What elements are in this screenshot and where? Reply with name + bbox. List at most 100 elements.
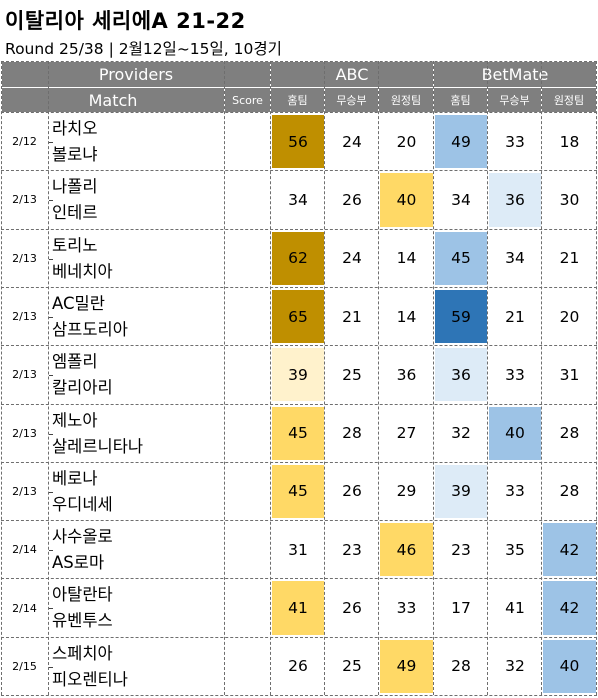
abc-draw-prob: 26 xyxy=(342,482,362,501)
abc-away-prob: 14 xyxy=(396,307,417,326)
column-separator xyxy=(1,61,2,695)
abc-home-prob: 45 xyxy=(272,406,324,460)
match-date: 2/14 xyxy=(12,543,37,557)
away-team: 칼리아리 xyxy=(52,378,113,398)
home-team: 스페치아 xyxy=(52,643,113,663)
row-separator xyxy=(1,578,597,579)
match-date: 2/13 xyxy=(12,310,37,324)
table-top-border xyxy=(1,61,597,62)
abc-away-prob: 46 xyxy=(380,523,433,577)
betmate-home-prob: 23 xyxy=(451,540,471,559)
betmate-away-header: 원정팀 xyxy=(542,88,596,112)
column-separator xyxy=(487,61,488,695)
match-row: 2/13 AC밀란 삼프도리아 65 21 14 59 21 20 xyxy=(1,289,597,344)
abc-home-header: 홈팀 xyxy=(271,88,324,112)
row-divider-tick xyxy=(49,608,53,610)
betmate-home-prob: 49 xyxy=(435,115,487,169)
match-row: 2/15 스페치아 피오렌티나 26 25 49 28 32 40 xyxy=(1,639,597,694)
abc-home-prob: 56 xyxy=(272,115,324,169)
away-team: 유벤투스 xyxy=(52,611,113,631)
home-team: 제노아 xyxy=(52,410,98,430)
abc-draw-prob: 23 xyxy=(342,540,362,559)
row-divider-tick xyxy=(49,200,53,202)
match-row: 2/13 엠폴리 칼리아리 39 25 36 36 33 31 xyxy=(1,347,597,402)
away-team: AS로마 xyxy=(52,553,105,573)
betmate-home-header: 홈팀 xyxy=(434,88,487,112)
betmate-draw-prob: 36 xyxy=(489,173,541,227)
match-score xyxy=(225,114,270,169)
match-date: 2/13 xyxy=(12,426,37,440)
betmate-draw-header: 무승부 xyxy=(488,88,541,112)
match-row: 2/14 사수올로 AS로마 31 23 46 23 35 42 xyxy=(1,522,597,577)
match-score xyxy=(225,172,270,227)
row-divider-tick xyxy=(49,550,53,552)
betmate-home-prob: 59 xyxy=(435,289,487,344)
match-row: 2/14 아탈란타 유벤투스 41 26 33 17 41 42 xyxy=(1,580,597,635)
home-team: 라치오 xyxy=(52,119,98,138)
betmate-away-prob: 42 xyxy=(543,581,596,635)
abc-home-prob: 62 xyxy=(272,231,324,285)
match-date: 2/14 xyxy=(12,601,37,615)
betmate-away-prob: 28 xyxy=(559,482,580,501)
match-row: 2/13 제노아 살레르니타나 45 28 27 32 40 28 xyxy=(1,406,597,461)
betmate-draw-prob: 21 xyxy=(505,307,525,326)
row-separator xyxy=(1,695,597,696)
betmate-home-prob: 17 xyxy=(451,599,471,618)
match-score xyxy=(225,639,270,694)
match-row: 2/13 토리노 베네치아 62 24 14 45 34 21 xyxy=(1,231,597,286)
betmate-away-prob: 18 xyxy=(559,132,580,151)
match-score xyxy=(225,406,270,461)
provider-abc-header: ABC xyxy=(271,62,433,87)
away-team: 우디네세 xyxy=(52,494,113,514)
abc-away-prob: 20 xyxy=(396,132,417,151)
row-separator xyxy=(1,520,597,521)
away-team: 볼로냐 xyxy=(52,145,98,164)
match-date: 2/13 xyxy=(12,193,37,207)
row-separator xyxy=(1,637,597,638)
away-team: 살레르니타나 xyxy=(52,436,144,456)
betmate-away-prob: 20 xyxy=(559,307,580,326)
betmate-away-prob: 28 xyxy=(559,424,580,443)
betmate-home-prob: 39 xyxy=(435,464,487,519)
match-score xyxy=(225,464,270,519)
row-separator xyxy=(1,229,597,230)
abc-away-prob: 49 xyxy=(380,639,433,693)
row-divider-tick xyxy=(49,491,53,493)
abc-draw-prob: 24 xyxy=(342,132,362,151)
abc-draw-prob: 25 xyxy=(342,657,362,676)
column-separator xyxy=(378,61,379,695)
abc-home-prob: 39 xyxy=(272,348,324,402)
home-team: 엠폴리 xyxy=(52,352,98,372)
abc-draw-prob: 26 xyxy=(342,599,362,618)
row-divider-tick xyxy=(49,142,53,143)
betmate-home-prob: 34 xyxy=(451,190,471,209)
abc-draw-header: 무승부 xyxy=(325,88,378,112)
row-divider-tick xyxy=(49,316,53,318)
row-separator xyxy=(1,112,597,113)
betmate-draw-prob: 41 xyxy=(505,599,525,618)
betmate-draw-prob: 33 xyxy=(505,482,525,501)
match-score xyxy=(225,522,270,577)
betmate-draw-prob: 33 xyxy=(505,132,525,151)
abc-home-prob: 45 xyxy=(272,464,324,519)
row-separator xyxy=(1,462,597,463)
match-date: 2/13 xyxy=(12,484,37,498)
abc-home-prob: 31 xyxy=(288,540,308,559)
home-team: 토리노 xyxy=(52,235,98,255)
betmate-away-prob: 42 xyxy=(543,523,596,577)
match-score xyxy=(225,347,270,402)
abc-draw-prob: 28 xyxy=(342,424,362,443)
home-team: AC밀란 xyxy=(52,293,105,313)
row-divider-tick xyxy=(49,258,53,260)
abc-home-prob: 34 xyxy=(288,190,308,209)
betmate-away-prob: 31 xyxy=(559,365,580,384)
column-separator xyxy=(596,61,597,695)
away-team: 인테르 xyxy=(52,203,98,223)
row-separator xyxy=(1,404,597,405)
column-separator xyxy=(224,61,225,695)
betmate-home-prob: 28 xyxy=(451,657,471,676)
betmate-away-prob: 30 xyxy=(559,190,580,209)
match-date: 2/12 xyxy=(12,135,37,149)
row-divider-tick xyxy=(49,433,53,435)
